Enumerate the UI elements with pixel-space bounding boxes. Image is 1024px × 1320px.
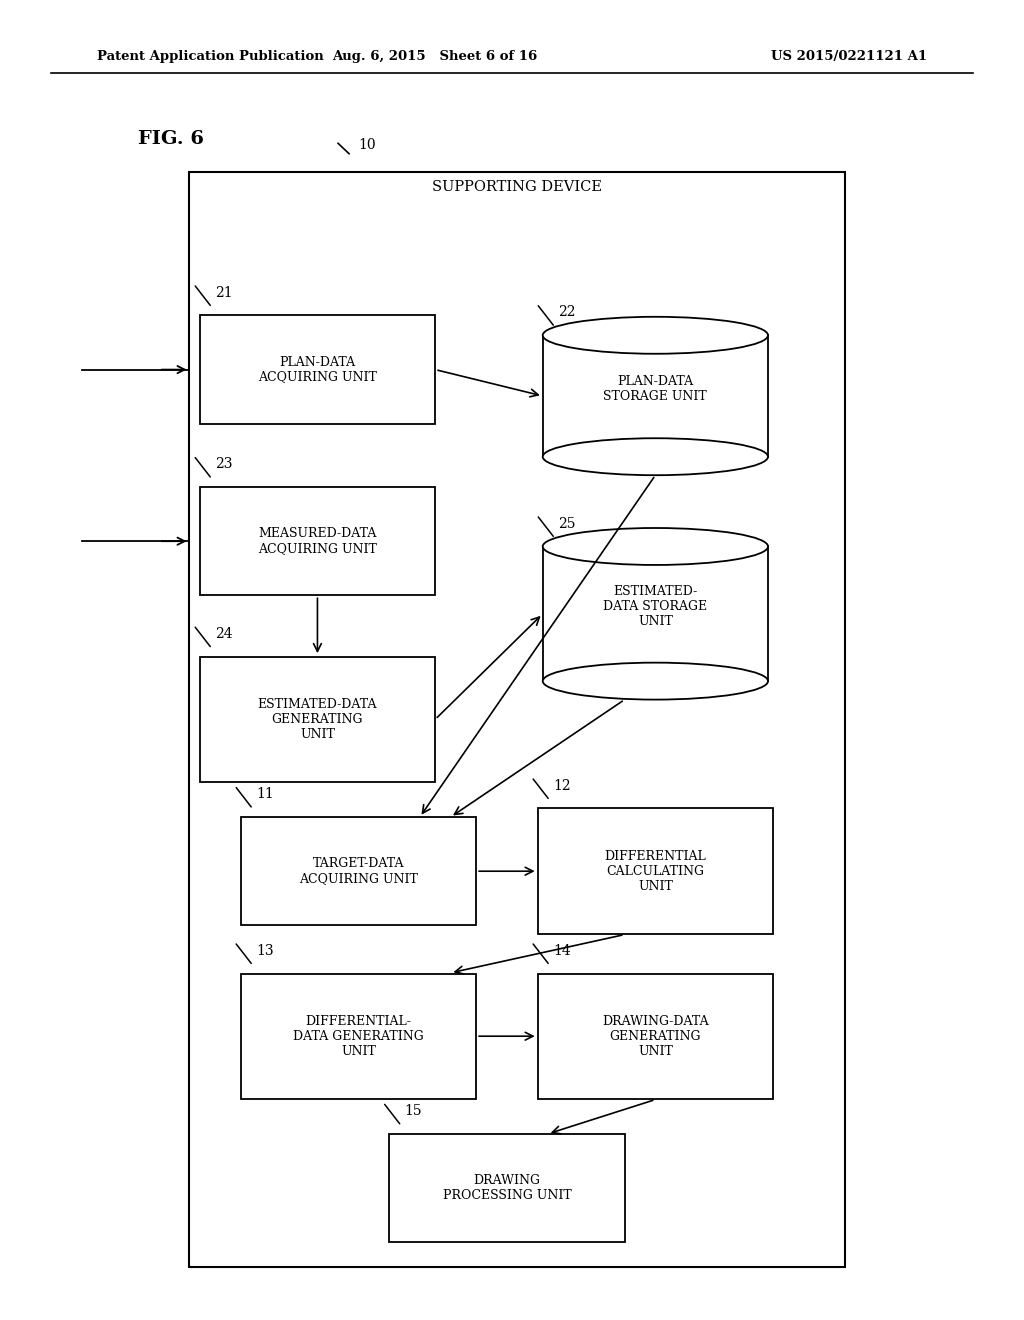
Text: 10: 10	[358, 137, 376, 152]
Text: 13: 13	[256, 944, 273, 958]
Ellipse shape	[543, 663, 768, 700]
Text: 23: 23	[215, 457, 232, 471]
FancyBboxPatch shape	[200, 487, 435, 595]
Bar	[543, 546, 768, 681]
FancyBboxPatch shape	[538, 974, 773, 1098]
Text: 14: 14	[553, 944, 570, 958]
Text: US 2015/0221121 A1: US 2015/0221121 A1	[771, 50, 927, 63]
Ellipse shape	[543, 438, 768, 475]
Ellipse shape	[543, 528, 768, 565]
Text: DIFFERENTIAL
CALCULATING
UNIT: DIFFERENTIAL CALCULATING UNIT	[604, 850, 707, 892]
Text: 12: 12	[553, 779, 570, 792]
Text: PLAN-DATA
ACQUIRING UNIT: PLAN-DATA ACQUIRING UNIT	[258, 355, 377, 384]
Text: SUPPORTING DEVICE: SUPPORTING DEVICE	[432, 181, 602, 194]
Text: Patent Application Publication: Patent Application Publication	[97, 50, 324, 63]
FancyBboxPatch shape	[200, 656, 435, 781]
FancyBboxPatch shape	[538, 808, 773, 935]
Text: DIFFERENTIAL-
DATA GENERATING
UNIT: DIFFERENTIAL- DATA GENERATING UNIT	[293, 1015, 424, 1057]
Text: 15: 15	[404, 1104, 422, 1118]
Ellipse shape	[543, 317, 768, 354]
Text: ESTIMATED-
DATA STORAGE
UNIT: ESTIMATED- DATA STORAGE UNIT	[603, 585, 708, 628]
FancyBboxPatch shape	[241, 817, 476, 925]
Text: 24: 24	[215, 627, 232, 640]
Text: TARGET-DATA
ACQUIRING UNIT: TARGET-DATA ACQUIRING UNIT	[299, 857, 418, 886]
Text: 11: 11	[256, 787, 273, 801]
FancyBboxPatch shape	[389, 1134, 625, 1242]
Text: PLAN-DATA
STORAGE UNIT: PLAN-DATA STORAGE UNIT	[603, 375, 708, 403]
Text: 22: 22	[558, 305, 575, 319]
Text: MEASURED-DATA
ACQUIRING UNIT: MEASURED-DATA ACQUIRING UNIT	[258, 527, 377, 556]
Text: 21: 21	[215, 285, 232, 300]
Text: ESTIMATED-DATA
GENERATING
UNIT: ESTIMATED-DATA GENERATING UNIT	[258, 698, 377, 741]
FancyBboxPatch shape	[189, 172, 845, 1267]
Text: FIG. 6: FIG. 6	[138, 129, 204, 148]
Text: Aug. 6, 2015   Sheet 6 of 16: Aug. 6, 2015 Sheet 6 of 16	[333, 50, 538, 63]
FancyBboxPatch shape	[200, 315, 435, 424]
FancyBboxPatch shape	[241, 974, 476, 1098]
Text: DRAWING
PROCESSING UNIT: DRAWING PROCESSING UNIT	[442, 1173, 571, 1203]
Text: DRAWING-DATA
GENERATING
UNIT: DRAWING-DATA GENERATING UNIT	[602, 1015, 709, 1057]
Bar	[543, 335, 768, 457]
Text: 25: 25	[558, 516, 575, 531]
